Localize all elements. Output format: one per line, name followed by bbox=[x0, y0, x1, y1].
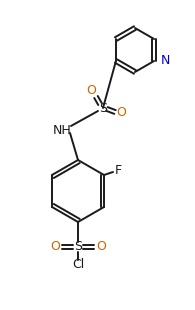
Text: O: O bbox=[96, 241, 106, 254]
Text: O: O bbox=[86, 85, 96, 98]
Text: S: S bbox=[74, 241, 82, 254]
Text: S: S bbox=[99, 101, 107, 114]
Text: NH: NH bbox=[53, 123, 71, 136]
Text: N: N bbox=[161, 55, 170, 68]
Text: F: F bbox=[114, 163, 121, 176]
Text: O: O bbox=[116, 107, 126, 119]
Text: O: O bbox=[50, 241, 60, 254]
Text: Cl: Cl bbox=[72, 259, 84, 272]
